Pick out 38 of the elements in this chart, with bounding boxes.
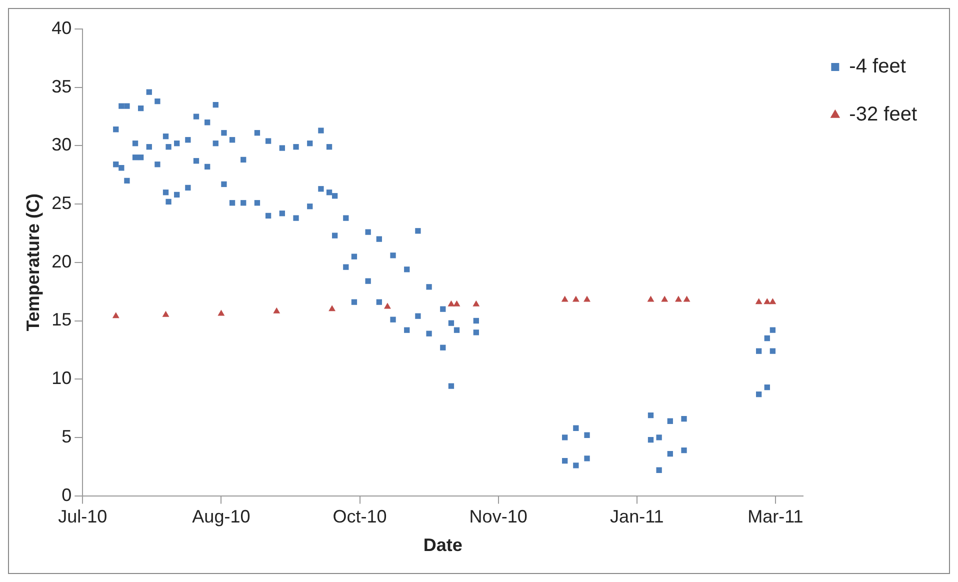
point (112, 312, 120, 318)
point (647, 296, 654, 302)
point (453, 300, 460, 306)
point (764, 298, 771, 304)
point (584, 296, 590, 302)
y-tick-label: 35 (52, 76, 72, 96)
y-tick-label: 20 (52, 251, 72, 272)
x-tick-label: Mar-11 (748, 506, 804, 527)
x-tick-label: Nov-10 (469, 506, 528, 527)
x-tick-label: Aug-10 (192, 506, 250, 527)
y-tick-label: 10 (52, 368, 72, 388)
point (561, 296, 568, 302)
x-axis-title: Date (423, 535, 462, 556)
point (328, 305, 336, 312)
point (675, 296, 682, 302)
y-axis-title: Temperature (C) (22, 194, 43, 332)
y-tick-label: 5 (62, 426, 72, 446)
point (218, 310, 225, 316)
point (273, 307, 280, 314)
x-tick-label: Oct-10 (332, 506, 387, 527)
point (683, 296, 690, 302)
point (162, 310, 170, 317)
y-tick-label: 0 (62, 484, 72, 505)
y-tick-label: 30 (52, 134, 72, 155)
point (384, 302, 391, 309)
point (769, 298, 776, 304)
point (448, 300, 455, 306)
legend-label: -32 feet (849, 104, 918, 126)
y-tick-label: 40 (52, 18, 72, 38)
point (755, 298, 762, 304)
point (572, 296, 580, 302)
legend-label: -4 feet (849, 56, 906, 78)
y-tick-label: 25 (52, 193, 72, 214)
point (661, 296, 668, 302)
x-tick-label: Jul-10 (58, 506, 108, 527)
y-tick-label: 15 (52, 310, 72, 330)
x-tick-label: Jan-11 (610, 506, 664, 527)
point (472, 300, 480, 306)
